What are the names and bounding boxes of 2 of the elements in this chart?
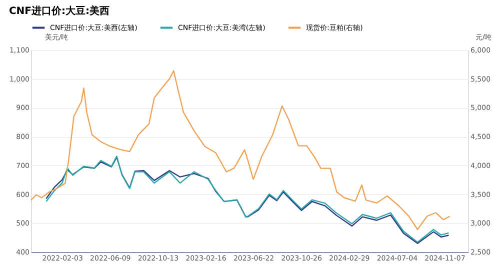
chart-title: CNF进口价:大豆:美西 (8, 5, 110, 17)
line-series (30, 70, 450, 230)
